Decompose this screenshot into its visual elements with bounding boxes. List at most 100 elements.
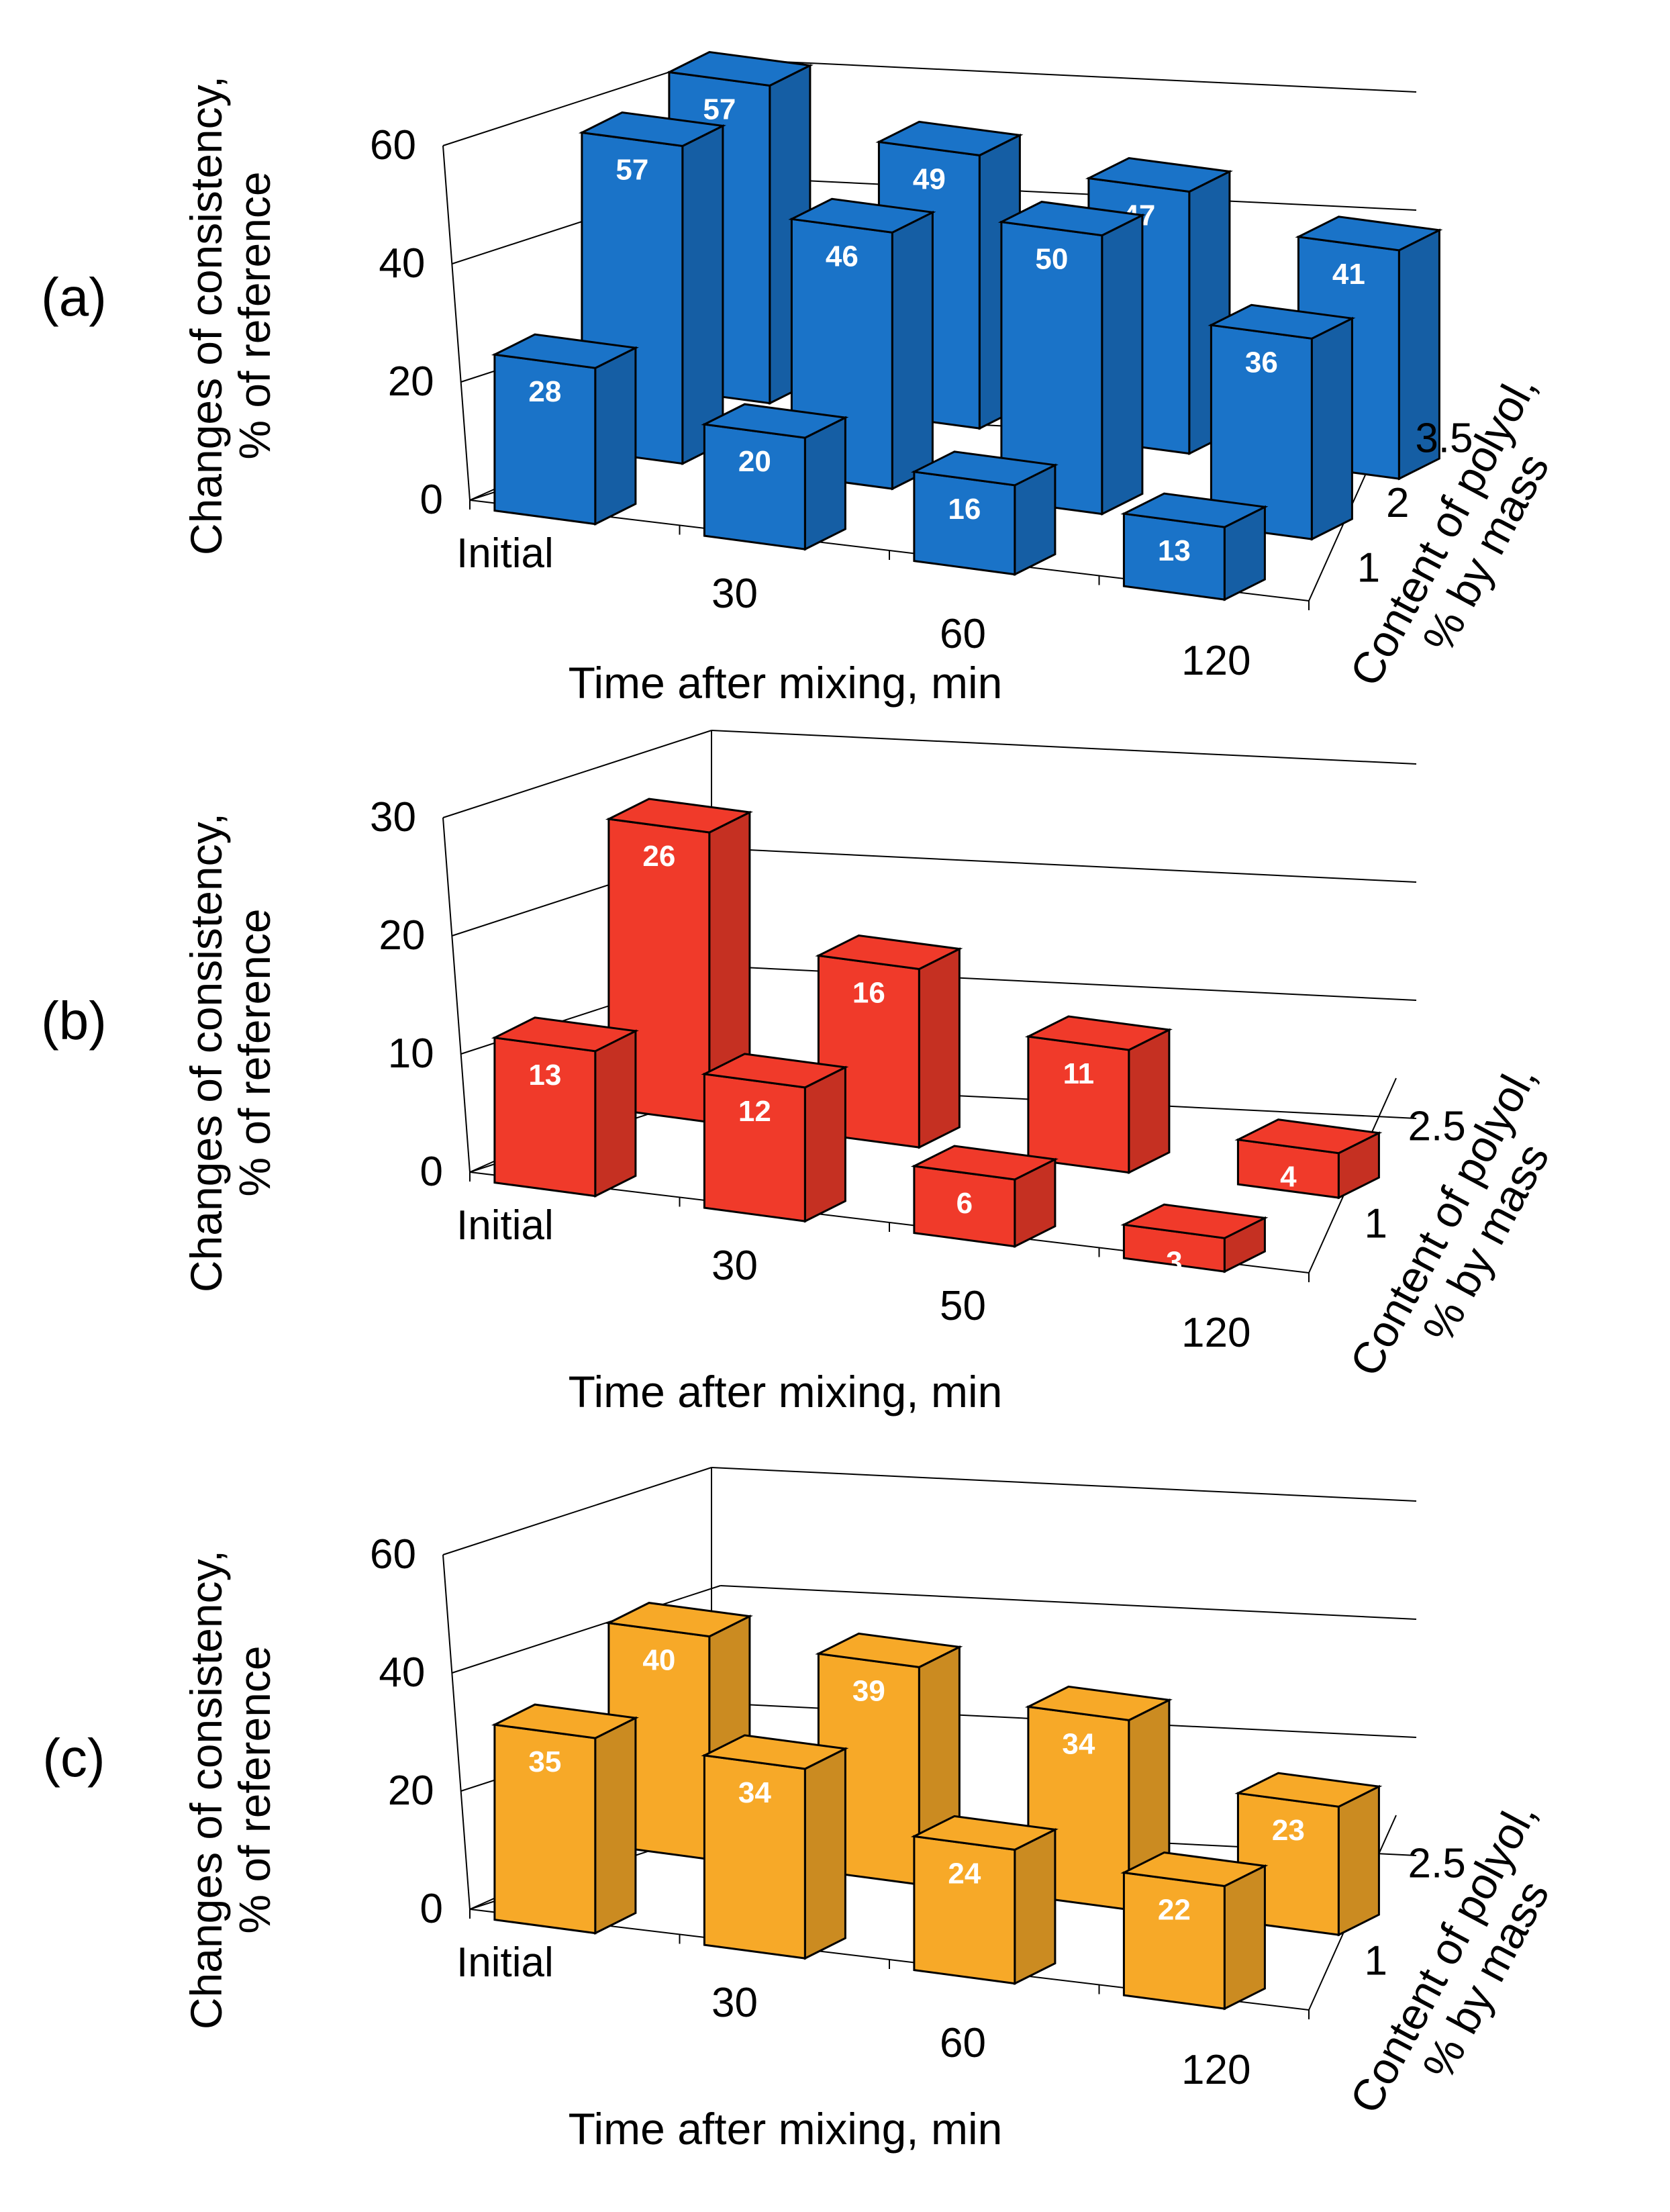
y-axis-title: Changes of consistency,% of reference	[181, 1550, 279, 2029]
bar-top	[997, 201, 1146, 237]
x-tick-label: 30	[711, 571, 758, 617]
bar-side	[918, 947, 961, 1149]
y-axis-title-line1: Changes of consistency,	[181, 1550, 231, 2029]
bar-value-label: 13	[1158, 534, 1191, 567]
bar-value-label: 12	[738, 1095, 771, 1128]
bar-top	[910, 450, 1059, 487]
bar-value-label: 26	[642, 840, 675, 873]
bar-side	[594, 346, 637, 526]
y-tick-label: 40	[379, 240, 425, 287]
bar-top	[1120, 1203, 1269, 1239]
panel-2: 26 16 11 4 13 12 6 3 Changes of consistency,% of…	[181, 730, 1559, 1384]
x-axis-title: Time after mixing, min	[569, 1367, 1003, 1416]
bar-value-label: 49	[913, 162, 946, 195]
y-tick-label: 20	[388, 358, 434, 405]
bar-series-1-cat-1: 12	[701, 1053, 849, 1223]
bar-series-1-cat-2: 16	[910, 450, 1059, 577]
x-tick-label: Initial	[456, 530, 554, 577]
bar-series-2.5-cat-3: 4	[1234, 1118, 1383, 1200]
y-axis-title-line2: % of reference	[230, 908, 279, 1196]
y-tick-label: 40	[379, 1649, 425, 1696]
y-tick-label: 0	[420, 1886, 443, 1932]
bar-side	[681, 124, 724, 466]
y-axis-title-line1: Changes of consistency,	[181, 76, 231, 555]
bar-top	[1120, 1851, 1269, 1888]
bar-value-label: 50	[1035, 243, 1068, 276]
bar-value-label: 3	[1166, 1245, 1182, 1278]
x-tick-label: 30	[711, 1243, 758, 1289]
bar-value-label: 57	[616, 154, 648, 187]
bar-side	[594, 1716, 637, 1935]
bar-top	[910, 1145, 1059, 1181]
gridline-side	[442, 730, 712, 818]
panel-3: 40 39 34 23 35 34 24 22 Changes of consistency,%…	[181, 1467, 1559, 2121]
gridline-side	[452, 1585, 721, 1674]
bar-top	[701, 1734, 849, 1770]
bar-series-1-cat-2: 6	[910, 1145, 1059, 1249]
bar-top	[1295, 215, 1443, 252]
bar-top	[605, 798, 753, 834]
depth-tick-label: 2.5	[1408, 1104, 1466, 1150]
bar-series-1-cat-1: 20	[701, 403, 849, 551]
bar-side	[1014, 1827, 1057, 1986]
depth-tick-label: 1	[1357, 545, 1380, 591]
bar-top	[701, 1053, 849, 1089]
y-axis-title-line1: Changes of consistency,	[181, 813, 231, 1292]
bar-top	[815, 934, 963, 971]
x-tick-label: 120	[1181, 1310, 1250, 1356]
depth-tick-label: 1	[1365, 1201, 1387, 1247]
panel-label: (a)	[41, 267, 107, 327]
bar-top	[1024, 1015, 1173, 1051]
bar-top	[1234, 1772, 1383, 1808]
bar-value-label: 6	[956, 1187, 973, 1220]
gridline-back	[711, 1467, 1417, 1502]
bar-value-label: 40	[642, 1644, 675, 1677]
bar-series-1-cat-3: 13	[1120, 492, 1269, 602]
bar-side	[1101, 213, 1144, 516]
bar-top	[788, 197, 936, 234]
gridline-back	[720, 176, 1417, 211]
bar-series-2-cat-3: 36	[1208, 303, 1356, 541]
bar-side	[803, 1065, 846, 1223]
x-tick-label: Initial	[456, 1202, 554, 1249]
bar-value-label: 20	[738, 445, 771, 478]
depth-tick-label: 2	[1386, 480, 1409, 526]
x-tick-label: Initial	[456, 1939, 554, 1986]
bar-value-label: 22	[1158, 1894, 1191, 1927]
bar-top	[875, 120, 1024, 156]
y-tick-label: 60	[370, 1531, 416, 1578]
x-axis-title: Time after mixing, min	[569, 2104, 1003, 2154]
bar-side	[803, 1747, 846, 1960]
bar-top	[1208, 303, 1356, 340]
bar-top	[491, 1016, 639, 1053]
bar-top	[910, 1815, 1059, 1851]
bar-side	[1337, 1784, 1380, 1937]
bar-value-label: 34	[1062, 1727, 1095, 1760]
bar-value-label: 46	[826, 240, 858, 273]
x-tick-label: 50	[940, 1283, 986, 1329]
bar-series-1-cat-0: 28	[491, 333, 639, 526]
bar-value-label: 35	[528, 1745, 561, 1778]
bar-series-1-cat-2: 24	[910, 1815, 1059, 1986]
y-tick-label: 20	[388, 1768, 434, 1814]
bar-value-label: 16	[948, 493, 981, 526]
y-tick-label: 0	[420, 1149, 443, 1195]
gridline-back	[720, 1585, 1417, 1620]
bar-value-label: 57	[703, 93, 736, 126]
gridline-back	[711, 730, 1417, 765]
y-axis-line	[442, 1554, 471, 1910]
bar-series-1-cat-3: 22	[1120, 1851, 1269, 2011]
bar-value-label: 4	[1280, 1161, 1297, 1194]
bar-side	[803, 416, 846, 551]
bar-top	[491, 333, 639, 369]
bar-value-label: 23	[1272, 1814, 1305, 1847]
bar-top	[1085, 156, 1233, 193]
gridline-side	[442, 1467, 712, 1555]
bar-side	[891, 210, 934, 491]
bar-top	[578, 111, 726, 148]
x-axis-title: Time after mixing, min	[569, 658, 1003, 708]
y-axis-line	[442, 145, 471, 501]
y-tick-label: 0	[420, 477, 443, 523]
